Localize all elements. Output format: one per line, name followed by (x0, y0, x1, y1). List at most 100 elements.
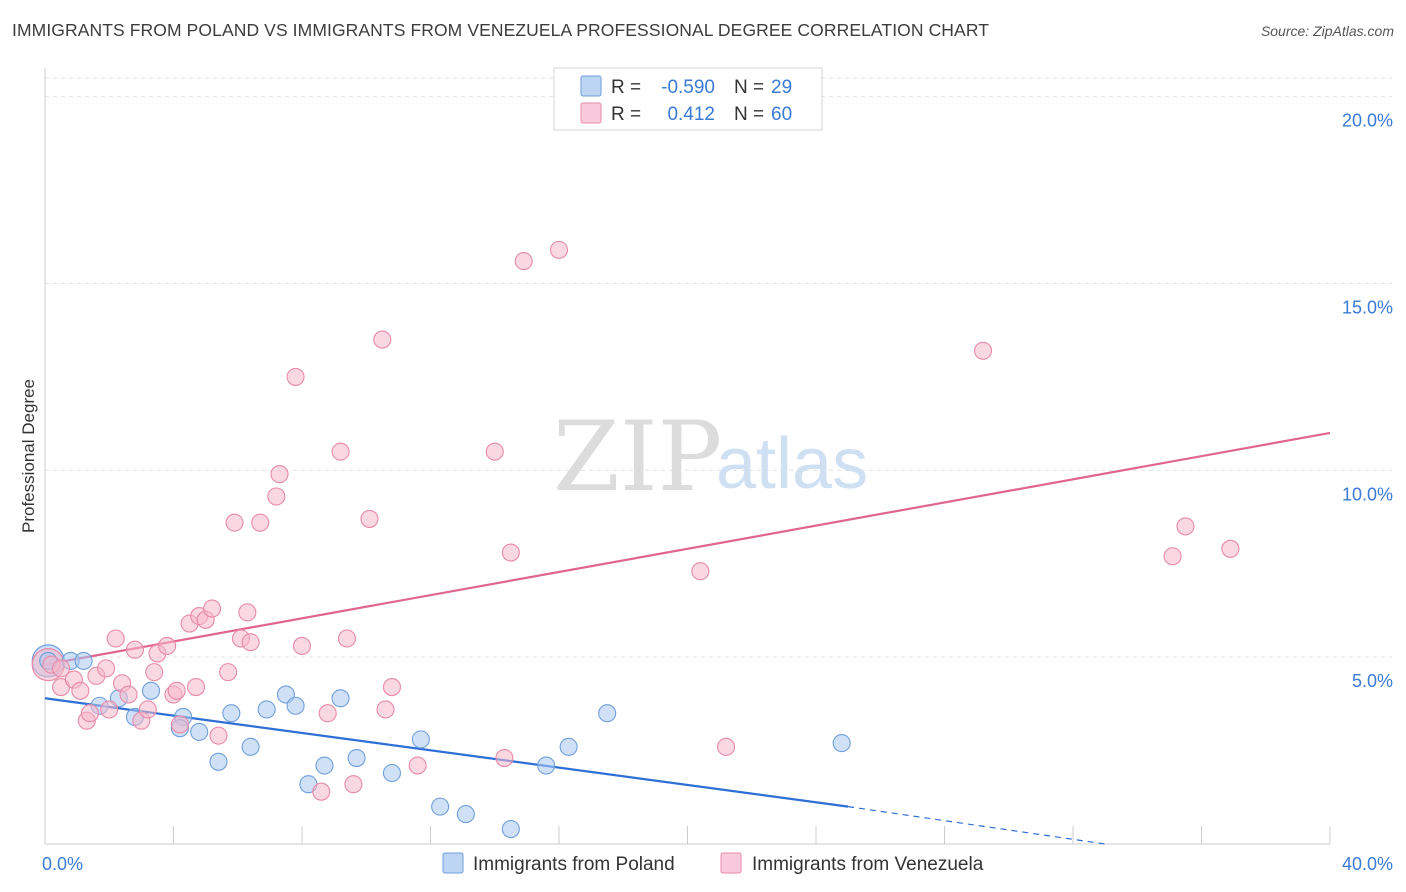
point-1-9 (100, 700, 119, 719)
point-0-28 (832, 734, 851, 753)
bottom-legend-label-venezuela: Immigrants from Venezuela (752, 854, 984, 875)
point-1-49 (495, 749, 514, 768)
point-0-15 (286, 696, 305, 715)
series-legend: Immigrants from Poland Immigrants from V… (442, 852, 984, 875)
watermark-atlas: atlas (716, 424, 868, 504)
point-1-57 (1176, 517, 1195, 536)
point-1-31 (238, 603, 257, 622)
point-1-51 (514, 252, 533, 271)
point-1-32 (241, 633, 260, 652)
bottom-legend-label-poland: Immigrants from Poland (473, 854, 675, 875)
data-points (31, 240, 1240, 839)
point-1-15 (138, 700, 157, 719)
point-0-12 (241, 737, 260, 756)
grid-lines (45, 77, 1392, 658)
point-1-34 (267, 487, 286, 506)
point-1-42 (344, 775, 363, 794)
point-1-50 (501, 543, 520, 562)
point-1-39 (318, 704, 337, 723)
legend-r-value-0: -0.590 (661, 77, 715, 98)
point-0-9 (190, 722, 209, 741)
point-1-29 (225, 513, 244, 532)
x-tick-label-0: 0.0% (42, 854, 83, 874)
point-0-20 (382, 763, 402, 783)
bottom-legend-swatch-venezuela (720, 852, 742, 874)
point-0-19 (347, 749, 366, 768)
point-1-36 (286, 367, 305, 386)
point-0-22 (431, 797, 450, 816)
trend-line-1 (44, 431, 1331, 666)
point-1-21 (170, 715, 189, 734)
point-1-53 (691, 562, 710, 581)
legend-swatch-poland (580, 75, 602, 97)
watermark-zip: ZIP (553, 401, 722, 513)
chart-title: IMMIGRANTS FROM POLAND VS IMMIGRANTS FRO… (12, 20, 990, 40)
point-0-25 (537, 756, 556, 775)
y-tick-label-3: 20.0% (1342, 111, 1393, 131)
point-1-28 (219, 663, 238, 682)
point-1-37 (292, 636, 312, 656)
point-1-40 (331, 442, 350, 461)
x-tick-label-1: 40.0% (1342, 854, 1393, 874)
point-0-2 (74, 651, 93, 670)
point-1-56 (1163, 547, 1182, 566)
y-tick-label-0: 5.0% (1352, 671, 1393, 691)
correlation-legend: R = -0.590 N = 29 R = 0.412 N = 60 (553, 67, 823, 131)
point-1-47 (408, 756, 427, 775)
point-1-18 (158, 636, 177, 656)
point-1-54 (716, 737, 736, 756)
legend-n-label-0: N = (734, 77, 764, 98)
point-0-6 (141, 681, 161, 700)
point-0-11 (222, 704, 241, 723)
point-1-4 (71, 681, 90, 700)
point-1-10 (106, 629, 125, 648)
point-1-8 (96, 659, 116, 678)
point-0-23 (456, 805, 475, 824)
trend-extension-0 (848, 806, 1106, 845)
y-tick-label-1: 10.0% (1342, 484, 1393, 504)
legend-swatch-venezuela (580, 102, 602, 124)
legend-n-value-1: 60 (771, 104, 792, 125)
point-1-46 (382, 678, 402, 697)
point-1-58 (1221, 539, 1240, 558)
source-label: Source: ZipAtlas.com (1260, 23, 1394, 39)
legend-n-value-0: 29 (771, 77, 792, 98)
legend-r-label-0: R = (611, 77, 641, 98)
point-1-45 (376, 700, 395, 719)
point-1-23 (186, 678, 206, 697)
point-1-26 (203, 599, 222, 618)
point-1-48 (485, 442, 504, 461)
point-1-20 (167, 681, 186, 700)
y-axis-title: Professional Degree (19, 379, 38, 533)
point-0-17 (315, 756, 334, 775)
point-1-6 (80, 704, 100, 723)
point-0-24 (501, 820, 520, 839)
point-1-13 (125, 640, 144, 659)
point-1-27 (209, 726, 228, 745)
bottom-legend-swatch-poland (442, 852, 464, 874)
legend-r-value-1: 0.412 (667, 104, 715, 125)
point-1-12 (119, 685, 138, 704)
tick-labels: 5.0% 10.0% 15.0% 20.0% 0.0% 40.0% (42, 111, 1393, 874)
point-0-27 (598, 704, 617, 723)
legend-n-label-1: N = (734, 104, 764, 125)
point-1-1 (52, 659, 71, 678)
point-0-18 (331, 689, 350, 708)
point-0-21 (411, 730, 430, 749)
legend-r-label-1: R = (611, 104, 641, 125)
point-0-26 (559, 737, 578, 756)
point-0-10 (209, 752, 228, 771)
point-1-55 (973, 341, 993, 360)
point-1-41 (337, 629, 357, 648)
point-1-16 (145, 663, 164, 682)
point-1-44 (373, 330, 392, 349)
point-0-13 (257, 700, 276, 719)
point-1-52 (549, 240, 569, 259)
axes (44, 68, 1331, 845)
point-1-35 (270, 465, 289, 484)
y-tick-label-2: 15.0% (1342, 298, 1393, 318)
point-1-38 (312, 782, 331, 801)
point-1-33 (251, 513, 270, 532)
point-1-43 (360, 509, 379, 528)
